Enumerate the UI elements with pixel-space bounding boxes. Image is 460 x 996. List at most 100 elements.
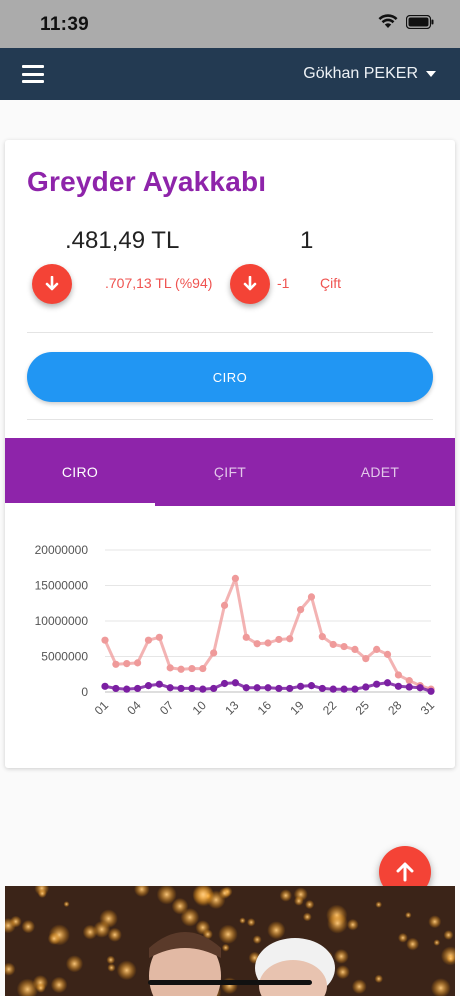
data-point — [275, 684, 283, 693]
x-tick-label: 28 — [385, 698, 405, 718]
data-point — [318, 633, 326, 641]
data-point — [210, 684, 218, 693]
daily-chart: 20000000 15000000 10000000 5000000 0 01 04 07 10… — [5, 532, 455, 742]
data-point — [286, 684, 294, 693]
status-time: 11:39 — [40, 14, 90, 35]
revenue-delta: .707,13 TL (%94) — [105, 275, 213, 291]
data-point — [307, 593, 316, 601]
y-tick-label: 20000000 — [35, 543, 89, 557]
data-point — [242, 633, 250, 641]
data-point — [177, 684, 185, 693]
x-tick-label: 01 — [92, 698, 112, 718]
data-point — [177, 665, 185, 673]
data-point — [123, 660, 131, 668]
data-point — [329, 640, 337, 649]
data-point — [394, 671, 402, 679]
x-tick-label: 07 — [157, 698, 177, 718]
data-point — [199, 664, 207, 673]
data-point — [264, 684, 272, 692]
data-point — [242, 684, 250, 692]
data-point — [340, 685, 348, 693]
data-point — [264, 639, 272, 647]
data-point — [340, 642, 348, 651]
data-point — [405, 677, 413, 685]
data-point — [188, 684, 196, 693]
data-point — [101, 682, 109, 690]
divider — [27, 332, 433, 333]
data-point — [253, 640, 261, 648]
x-tick-label: 25 — [353, 698, 373, 718]
battery-icon — [406, 14, 434, 29]
y-tick-label: 5000000 — [41, 650, 88, 664]
data-point — [188, 664, 196, 673]
data-point — [220, 679, 229, 688]
pairs-delta: -1 — [277, 275, 290, 291]
data-point — [383, 679, 392, 687]
pairs-value: 1 — [300, 227, 314, 254]
tab-adet[interactable]: ADET — [360, 464, 400, 480]
ciro-button[interactable]: CIRO — [27, 352, 433, 402]
x-tick-label: 22 — [320, 698, 340, 718]
data-point — [373, 645, 381, 653]
arrow-down-icon — [45, 276, 59, 291]
data-point — [123, 685, 131, 693]
pairs-down-button[interactable] — [230, 264, 270, 304]
tab-cift[interactable]: ÇIFT — [213, 464, 247, 480]
arrow-up-icon — [396, 862, 414, 882]
data-point — [416, 684, 424, 692]
data-point — [134, 659, 142, 667]
data-point — [362, 683, 370, 691]
home-indicator — [148, 980, 312, 985]
data-point — [394, 682, 402, 690]
arrow-down-icon — [243, 276, 257, 291]
brand-summary-card: Greyder Ayakkabı .481,49 TL 1 .707,13 TL… — [5, 140, 455, 768]
x-tick-label: 10 — [190, 698, 210, 718]
data-point — [112, 660, 120, 668]
caret-down-icon — [426, 71, 436, 77]
data-point — [351, 645, 359, 653]
data-point — [134, 684, 142, 693]
revenue-down-button[interactable] — [32, 264, 72, 304]
x-tick-label: 31 — [418, 698, 438, 718]
chart-svg: 20000000 15000000 10000000 5000000 0 01 04 07 10… — [35, 543, 438, 718]
x-tick-label: 19 — [287, 698, 307, 718]
pairs-unit: Çift — [320, 275, 341, 291]
data-point — [286, 635, 294, 643]
data-point — [373, 680, 381, 688]
x-tick-label: 04 — [124, 698, 144, 718]
status-icons — [378, 14, 434, 29]
data-point — [220, 601, 229, 609]
data-point — [166, 664, 174, 672]
data-point — [101, 636, 109, 644]
data-point — [253, 684, 261, 692]
data-point — [231, 679, 239, 687]
data-point — [155, 680, 163, 688]
revenue-value: .481,49 TL — [65, 227, 180, 254]
data-point — [351, 685, 359, 693]
data-point — [307, 682, 316, 690]
brand-title: Greyder Ayakkabı — [27, 166, 267, 197]
data-point — [275, 635, 283, 644]
data-point — [318, 684, 326, 693]
menu-icon[interactable] — [22, 65, 44, 83]
data-point — [144, 682, 153, 690]
data-point — [405, 683, 413, 691]
x-tick-label: 16 — [255, 698, 275, 718]
data-point — [329, 685, 337, 693]
wifi-icon — [378, 14, 398, 28]
divider — [27, 419, 433, 420]
y-tick-label: 0 — [81, 685, 88, 699]
data-point — [427, 687, 435, 695]
metric-tabs: CIRO ÇIFT ADET — [5, 438, 455, 506]
data-point — [362, 655, 370, 663]
data-point — [199, 685, 207, 693]
x-tick-label: 13 — [222, 698, 242, 718]
series-line — [103, 576, 432, 691]
tab-ciro[interactable]: CIRO — [5, 438, 155, 506]
top-navbar: Gökhan PEKER — [0, 48, 460, 100]
data-point — [210, 649, 218, 657]
data-point — [166, 684, 174, 692]
user-menu[interactable]: Gökhan PEKER — [303, 65, 436, 83]
data-point — [383, 650, 392, 658]
user-name: Gökhan PEKER — [303, 65, 418, 82]
